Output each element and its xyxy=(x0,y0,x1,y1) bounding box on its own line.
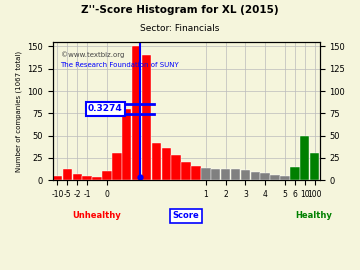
Bar xyxy=(152,143,161,180)
Text: Z''-Score Histogram for XL (2015): Z''-Score Histogram for XL (2015) xyxy=(81,5,279,15)
Bar xyxy=(112,153,122,180)
Bar xyxy=(270,175,280,180)
Bar xyxy=(231,168,240,180)
Bar xyxy=(122,109,131,180)
Text: Score: Score xyxy=(173,211,199,220)
Bar xyxy=(82,176,92,180)
Bar xyxy=(211,170,220,180)
Bar xyxy=(181,162,191,180)
Text: Healthy: Healthy xyxy=(295,211,332,220)
Bar xyxy=(92,177,102,180)
Bar xyxy=(280,176,289,180)
Text: ©www.textbiz.org: ©www.textbiz.org xyxy=(60,52,124,58)
Bar xyxy=(171,155,181,180)
Bar xyxy=(191,166,201,180)
Bar xyxy=(290,167,300,180)
Bar xyxy=(310,153,319,180)
Bar xyxy=(251,172,260,180)
Bar xyxy=(63,170,72,180)
Bar xyxy=(53,176,62,180)
Text: Sector: Financials: Sector: Financials xyxy=(140,24,220,33)
Bar xyxy=(73,174,82,180)
Y-axis label: Number of companies (1067 total): Number of companies (1067 total) xyxy=(15,50,22,172)
Bar xyxy=(102,171,112,180)
Bar xyxy=(132,46,141,180)
Bar xyxy=(241,170,250,180)
Text: 0.3274: 0.3274 xyxy=(88,104,123,113)
Bar xyxy=(162,148,171,180)
Text: Unhealthy: Unhealthy xyxy=(72,211,121,220)
Bar xyxy=(221,170,230,180)
Bar xyxy=(142,55,151,180)
Bar xyxy=(300,136,309,180)
Bar xyxy=(201,168,211,180)
Bar xyxy=(260,173,270,180)
Text: The Research Foundation of SUNY: The Research Foundation of SUNY xyxy=(60,62,179,68)
